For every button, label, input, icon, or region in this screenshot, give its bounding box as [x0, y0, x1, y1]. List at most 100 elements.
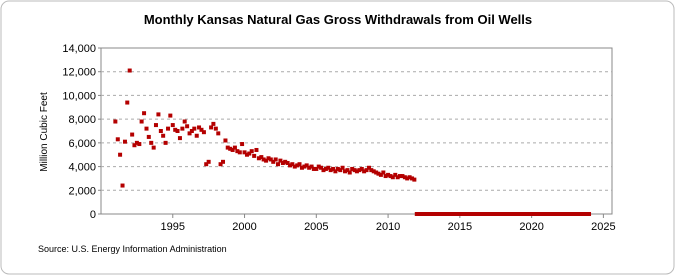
point [185, 124, 190, 129]
y-tick-label: 12,000 [62, 67, 96, 79]
point [393, 172, 398, 177]
point [340, 165, 345, 170]
point [278, 158, 283, 163]
point [158, 129, 163, 133]
point [237, 150, 242, 155]
point [142, 111, 147, 116]
point [235, 149, 240, 154]
point [218, 162, 223, 167]
point [283, 159, 288, 164]
x-tick-label: 2000 [232, 221, 256, 233]
point [432, 212, 437, 216]
point [443, 212, 448, 216]
point [402, 175, 407, 180]
point [486, 212, 491, 216]
point [266, 156, 271, 161]
point [249, 149, 254, 154]
point [547, 212, 552, 216]
point [465, 212, 470, 216]
x-tick-label: 2020 [519, 221, 543, 233]
point [247, 151, 252, 156]
point [153, 123, 158, 128]
point [304, 163, 309, 168]
point [302, 164, 307, 169]
point [271, 159, 276, 164]
y-tick-label: 10,000 [62, 90, 96, 102]
point [288, 163, 293, 168]
point [554, 212, 559, 216]
plot-area [100, 47, 613, 215]
point [194, 133, 199, 138]
point [254, 147, 259, 152]
point [345, 168, 350, 173]
point [216, 131, 221, 136]
point [508, 212, 513, 216]
point [299, 165, 304, 170]
point [587, 212, 592, 216]
point [515, 212, 520, 216]
point [468, 212, 473, 216]
point [319, 165, 324, 170]
point [354, 169, 359, 174]
point [115, 137, 120, 142]
point [338, 168, 343, 173]
point [395, 175, 400, 180]
point [543, 212, 548, 216]
point [536, 212, 541, 216]
point [436, 212, 441, 216]
x-tick-label: 1995 [161, 221, 185, 233]
point [576, 212, 581, 216]
point [522, 212, 527, 216]
point [335, 166, 340, 171]
point [166, 126, 171, 131]
point [457, 212, 462, 216]
point [511, 212, 516, 216]
point [213, 126, 218, 131]
y-axis-label: Million Cubic Feet [39, 92, 50, 172]
point [144, 126, 149, 131]
point [328, 168, 333, 173]
point [490, 212, 495, 216]
point [201, 130, 206, 135]
point [362, 169, 367, 174]
point [378, 172, 383, 177]
source: Source: U.S. Energy Information Administ… [38, 244, 227, 254]
chart-title: Monthly Kansas Natural Gas Gross Withdra… [144, 12, 532, 27]
point [583, 212, 588, 216]
point [518, 212, 523, 216]
y-tick-label: 8,000 [68, 114, 96, 126]
point [280, 161, 285, 166]
point [540, 212, 545, 216]
point [558, 212, 563, 216]
point [314, 166, 319, 171]
point [565, 212, 570, 216]
point [461, 212, 466, 216]
y-tick-label: 0 [90, 209, 96, 221]
y-tick-label: 4,000 [68, 162, 96, 174]
point [223, 138, 228, 143]
point [414, 212, 419, 216]
point [493, 212, 498, 216]
point [187, 131, 192, 136]
point [211, 121, 216, 126]
x-tick-label: 2025 [591, 221, 615, 233]
point [180, 126, 185, 131]
point [381, 170, 386, 175]
point [295, 163, 300, 168]
point [366, 165, 371, 170]
y-tick-label: 2,000 [68, 185, 96, 197]
point [240, 142, 245, 147]
point [333, 169, 338, 174]
point [192, 126, 197, 131]
point [170, 123, 175, 128]
point [132, 143, 137, 148]
point [297, 162, 302, 167]
point [386, 172, 391, 177]
point [450, 212, 455, 216]
point [261, 157, 266, 162]
point [331, 166, 336, 171]
point [421, 212, 426, 216]
point [343, 169, 348, 174]
